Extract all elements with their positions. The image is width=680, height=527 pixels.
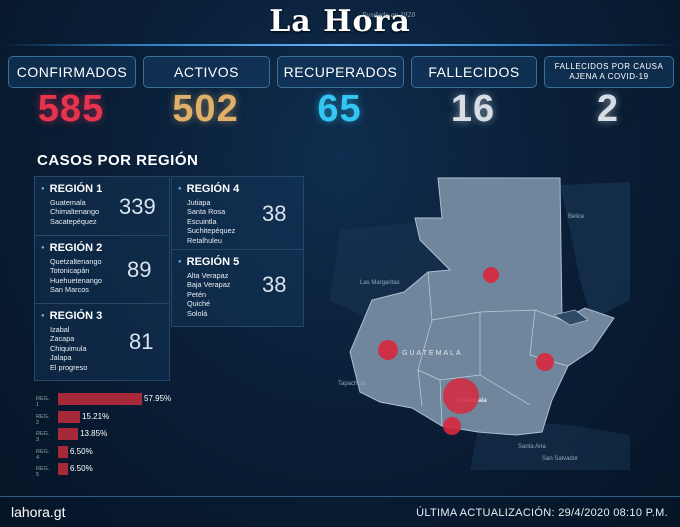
department: Sololá bbox=[187, 308, 208, 318]
department: Chimaltenango bbox=[50, 207, 100, 217]
header-divider bbox=[0, 44, 680, 46]
brand-name: La Hora bbox=[269, 4, 411, 39]
region-departments: Jutiapa Santa Rosa Escuintla Suchitepéqu… bbox=[187, 198, 235, 245]
stat-label-fallecidos: FALLECIDOS bbox=[411, 56, 537, 88]
department: Baja Verapaz bbox=[187, 280, 231, 290]
department: Escuintla bbox=[187, 216, 217, 226]
department: Quetzaltenango bbox=[50, 257, 102, 266]
department: Sacatepéquez bbox=[50, 216, 97, 226]
bar-category-label: REG. 2 bbox=[36, 413, 50, 426]
brand-logo: La Hora Fundado en 1920 bbox=[0, 4, 680, 39]
stat-label-recuperados: RECUPERADOS bbox=[277, 56, 404, 88]
place-label: Santa Ana bbox=[518, 444, 546, 450]
footer-divider bbox=[0, 496, 680, 497]
department: Jutiapa bbox=[187, 198, 211, 207]
bar bbox=[58, 445, 68, 458]
region-card: REGIÓN 2 Quetzaltenango Totonicapán Hueh… bbox=[34, 235, 170, 304]
region-title: REGIÓN 5 bbox=[178, 256, 240, 268]
region-card: REGIÓN 3 Izabal Zacapa Chiquimula Jalapa… bbox=[34, 303, 170, 381]
place-label: Tapachula bbox=[338, 381, 366, 387]
department-border bbox=[431, 309, 563, 321]
stat-label-fallecidos-ajena: FALLECIDOS POR CAUSA AJENA A COVID-19 bbox=[544, 56, 674, 88]
case-marker bbox=[378, 340, 398, 360]
country-shape bbox=[349, 177, 615, 436]
bar bbox=[58, 463, 68, 475]
department: Petén bbox=[187, 289, 207, 299]
department-border bbox=[417, 271, 433, 407]
case-marker bbox=[443, 378, 479, 414]
bar-category-label: REG. 3 bbox=[36, 431, 50, 443]
stat-value-recuperados: 65 bbox=[317, 88, 362, 130]
region-count: 38 bbox=[262, 272, 287, 297]
bar-value-label: 13.85% bbox=[80, 429, 108, 438]
site-url: lahora.gt bbox=[11, 504, 66, 520]
bar-value-label: 57.95% bbox=[144, 394, 172, 403]
region-departments: Izabal Zacapa Chiquimula Jalapa El progr… bbox=[50, 325, 87, 372]
department-border bbox=[529, 309, 569, 367]
region-card: REGIÓN 5 Alta Verapaz Baja Verapaz Petén… bbox=[171, 249, 304, 327]
department: Retalhuleu bbox=[187, 235, 222, 245]
neighbor-belize bbox=[560, 182, 630, 320]
department: Totonicapán bbox=[50, 266, 90, 276]
guatemala-map: Belice Las Margaritas Tapachula GUATEMAL… bbox=[330, 177, 630, 470]
bar bbox=[58, 410, 81, 423]
lake-izabal bbox=[553, 309, 589, 326]
stat-value-fallecidos: 16 bbox=[450, 88, 496, 130]
case-marker bbox=[483, 267, 499, 283]
region-title: REGIÓN 3 bbox=[41, 310, 103, 322]
bar-category-label: REG. 5 bbox=[36, 466, 50, 478]
department: El progreso bbox=[50, 362, 88, 372]
region-departments: Quetzaltenango Totonicapán Huehuetenango… bbox=[50, 257, 102, 295]
last-updated: ÚLTIMA ACTUALIZACIÓN: 29/4/2020 08:10 P.… bbox=[416, 507, 668, 519]
bar-value-label: 15.21% bbox=[82, 411, 110, 421]
department: Quiché bbox=[187, 299, 211, 309]
place-label: Belice bbox=[568, 214, 585, 220]
region-title: REGIÓN 1 bbox=[41, 183, 103, 195]
bar-value-label: 6.50% bbox=[70, 464, 93, 473]
stat-value-activos: 502 bbox=[172, 88, 239, 130]
department: Alta Verapaz bbox=[187, 271, 229, 280]
country-label: GUATEMALA bbox=[402, 350, 463, 357]
region-count: 38 bbox=[262, 201, 287, 226]
region-count: 89 bbox=[127, 257, 152, 282]
region-count: 81 bbox=[129, 329, 154, 354]
department: San Marcos bbox=[50, 285, 89, 295]
department: Zacapa bbox=[50, 334, 75, 344]
region-card: REGIÓN 4 Jutiapa Santa Rosa Escuintla Su… bbox=[171, 176, 304, 250]
stat-value-confirmados: 585 bbox=[37, 88, 105, 130]
department-border bbox=[439, 379, 443, 427]
department: Huehuetenango bbox=[50, 275, 102, 285]
stat-value-fallecidos-ajena: 2 bbox=[596, 88, 620, 130]
bar-category-label: REG. 1 bbox=[36, 396, 50, 408]
region-departments: Alta Verapaz Baja Verapaz Petén Quiché S… bbox=[187, 271, 230, 318]
department: Izabal bbox=[50, 325, 70, 334]
stat-label-confirmados: CONFIRMADOS bbox=[8, 56, 136, 88]
case-marker bbox=[443, 417, 461, 435]
region-title: REGIÓN 4 bbox=[178, 183, 240, 195]
bar bbox=[58, 393, 142, 405]
department: Suchitepéquez bbox=[187, 226, 236, 236]
place-label: San Salvador bbox=[542, 456, 578, 462]
place-label: Las Margaritas bbox=[360, 280, 400, 286]
bar-category-label: REG. 4 bbox=[36, 448, 50, 461]
region-departments: Guatemala Chimaltenango Sacatepéquez bbox=[50, 198, 99, 226]
case-marker bbox=[536, 353, 554, 371]
bar-value-label: 6.50% bbox=[70, 446, 93, 456]
region-count: 339 bbox=[119, 194, 156, 219]
section-title: CASOS POR REGIÓN bbox=[37, 152, 199, 169]
department: Guatemala bbox=[50, 198, 86, 207]
department: Santa Rosa bbox=[187, 207, 226, 217]
department: Jalapa bbox=[50, 353, 72, 363]
region-card: REGIÓN 1 Guatemala Chimaltenango Sacatep… bbox=[34, 176, 170, 236]
stat-label-activos: ACTIVOS bbox=[143, 56, 270, 88]
department: Chiquimula bbox=[50, 343, 87, 353]
bar bbox=[58, 428, 79, 440]
region-title: REGIÓN 2 bbox=[41, 242, 103, 254]
brand-tagline: Fundado en 1920 bbox=[362, 12, 416, 19]
